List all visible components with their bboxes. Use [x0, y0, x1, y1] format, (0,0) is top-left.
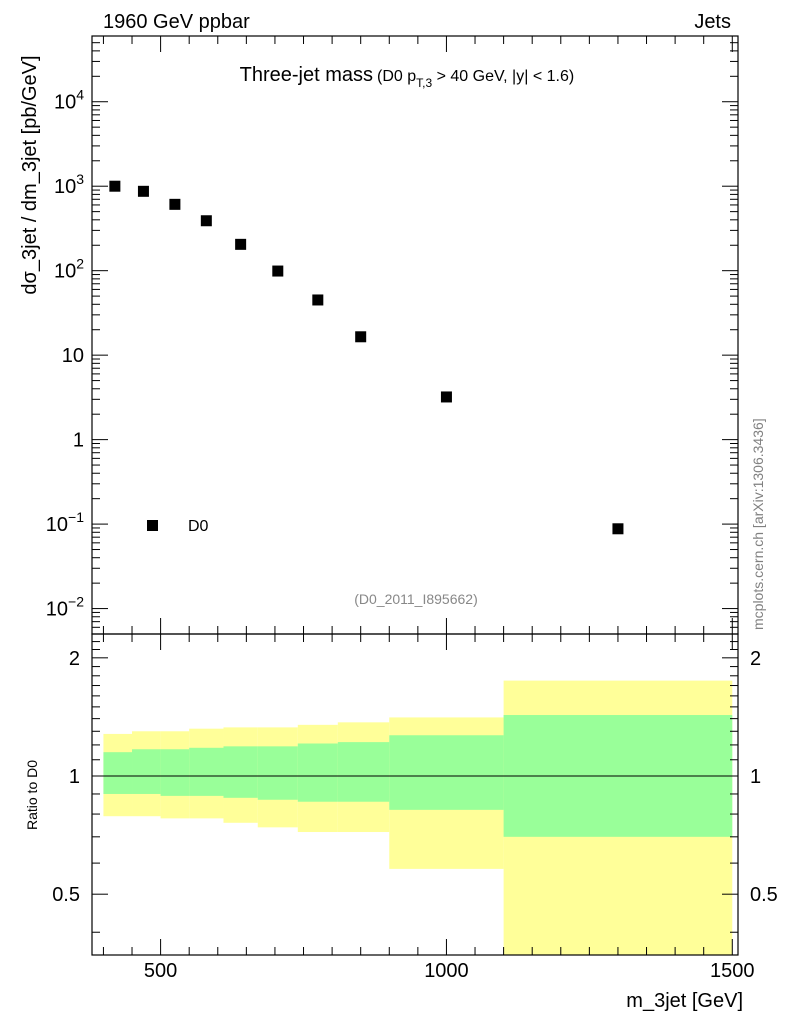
- subtitle-suffix: > 40 GeV, |y| < 1.6): [432, 68, 574, 85]
- y-tick-mantissa: 10: [54, 261, 76, 283]
- legend-marker: [147, 520, 158, 531]
- group-label: Jets: [694, 11, 731, 33]
- data-point-d0: [272, 265, 284, 277]
- y-tick-exponent: 4: [76, 87, 84, 103]
- reference-annotation: (D0_2011_I895662): [354, 591, 478, 607]
- data-point-d0: [612, 523, 624, 535]
- data-point-d0: [200, 215, 212, 227]
- y-tick-label: 1: [73, 430, 84, 452]
- y-tick-mantissa: 10: [54, 176, 76, 198]
- data-point-d0: [109, 180, 121, 192]
- data-point-d0: [355, 331, 367, 343]
- data-point-d0: [169, 198, 181, 210]
- y-tick-mantissa: 10: [54, 92, 76, 114]
- inner-band-bin: [132, 749, 161, 794]
- ratio-y-tick-label: 2: [69, 648, 80, 670]
- main-panel: Three-jet mass (D0 pT,3 > 40 GeV, |y| < …: [19, 35, 739, 635]
- ratio-y-tick-label-right: 2: [750, 648, 761, 670]
- inner-band-bin: [337, 742, 390, 802]
- y-tick-label: 10−1: [46, 509, 84, 536]
- y-tick-exponent: −1: [68, 509, 84, 525]
- y-tick-mantissa: 1: [73, 430, 84, 452]
- y-tick-mantissa: 10: [46, 514, 68, 536]
- subtitle-prefix: (D0 p: [377, 68, 416, 85]
- data-point-d0: [137, 185, 149, 197]
- inner-band-bin: [257, 746, 298, 800]
- source-label: mcplots.cern.ch [arXiv:1306.3436]: [750, 418, 766, 630]
- y-tick-label: 10: [62, 345, 84, 367]
- ratio-y-tick-label: 0.5: [52, 884, 80, 906]
- y-tick-label: 10−2: [46, 594, 84, 621]
- y-tick-label: 104: [54, 87, 84, 114]
- chart-title: Three-jet mass: [240, 64, 373, 86]
- ratio-y-tick-label-right: 0.5: [750, 884, 778, 906]
- chart-subtitle: (D0 pT,3 > 40 GeV, |y| < 1.6): [377, 68, 574, 90]
- y-tick-mantissa: 10: [46, 599, 68, 621]
- y-tick-exponent: 2: [76, 256, 84, 272]
- y-tick-mantissa: 10: [62, 345, 84, 367]
- ratio-y-axis-label: Ratio to D0: [24, 760, 40, 830]
- data-point-d0: [235, 238, 247, 250]
- inner-band-bin: [297, 743, 338, 802]
- subtitle-subscript: T,3: [416, 76, 432, 90]
- data-point-d0: [440, 391, 452, 403]
- x-tick-label: 1500: [710, 960, 755, 982]
- inner-band-bin: [223, 746, 258, 798]
- x-tick-label: 500: [144, 960, 177, 982]
- ratio-frame: [91, 633, 739, 956]
- y-tick-exponent: 3: [76, 171, 84, 187]
- main-y-axis-label: dσ_3jet / dm_3jet [pb/GeV]: [19, 55, 41, 294]
- inner-band-bin: [389, 735, 504, 810]
- y-tick-label: 102: [54, 256, 84, 283]
- y-tick-label: 103: [54, 171, 84, 198]
- energy-label: 1960 GeV ppbar: [103, 11, 250, 33]
- y-tick-exponent: −2: [68, 594, 84, 610]
- inner-band-bin: [160, 749, 190, 796]
- ratio-y-tick-label: 1: [69, 766, 80, 788]
- legend-label: D0: [188, 518, 209, 535]
- ratio-y-tick-label-right: 1: [750, 766, 761, 788]
- x-tick-label: 1000: [424, 960, 469, 982]
- main-frame: [91, 35, 739, 635]
- ratio-panel: Ratio to D0 m_3jet [GeV] 500 1000 1500 0.5 0…: [24, 633, 778, 1012]
- data-point-d0: [312, 294, 324, 306]
- inner-band-bin: [189, 747, 224, 796]
- x-axis-label: m_3jet [GeV]: [626, 990, 743, 1012]
- inner-band-bin: [103, 752, 133, 794]
